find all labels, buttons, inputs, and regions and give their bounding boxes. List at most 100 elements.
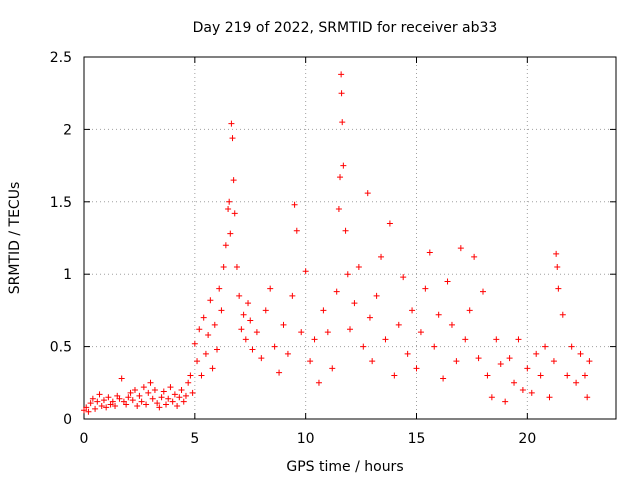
data-point: [431, 343, 438, 350]
data-point: [96, 391, 103, 398]
data-point: [337, 174, 344, 181]
data-point: [344, 271, 351, 278]
chart-title: Day 219 of 2022, SRMTID for receiver ab3…: [193, 20, 498, 36]
data-point: [280, 321, 287, 328]
data-point: [400, 274, 407, 281]
data-point: [116, 395, 123, 402]
data-point: [364, 190, 371, 197]
data-point: [524, 365, 531, 372]
data-point: [83, 404, 90, 411]
y-tick-label: 1: [63, 267, 72, 283]
data-point: [488, 394, 495, 401]
data-point: [105, 394, 112, 401]
data-point: [502, 398, 509, 405]
data-point: [249, 346, 256, 353]
data-point: [123, 401, 130, 408]
data-point: [515, 336, 522, 343]
data-point: [307, 358, 314, 365]
data-point: [109, 398, 116, 405]
data-point: [245, 300, 252, 307]
data-point: [229, 135, 236, 142]
data-point: [471, 253, 478, 260]
data-point: [546, 394, 553, 401]
data-point: [276, 369, 283, 376]
data-point: [134, 402, 141, 409]
data-point: [404, 350, 411, 357]
data-point: [480, 288, 486, 295]
data-point: [189, 389, 196, 396]
data-point: [324, 329, 331, 336]
data-point: [118, 375, 125, 382]
data-point: [143, 401, 150, 408]
data-point: [340, 162, 347, 169]
data-point: [369, 358, 376, 365]
data-point: [366, 314, 373, 321]
data-point: [586, 358, 593, 365]
data-point: [171, 391, 178, 398]
data-point: [131, 387, 138, 394]
data-point: [484, 372, 491, 379]
data-point: [338, 71, 345, 78]
data-point: [577, 350, 584, 357]
x-tick-label: 15: [408, 431, 426, 447]
data-point: [191, 340, 198, 347]
data-point: [311, 336, 318, 343]
data-points: [81, 71, 593, 415]
data-point: [444, 278, 451, 285]
data-point: [568, 343, 575, 350]
x-axis-label: GPS time / hours: [286, 459, 403, 475]
data-point: [220, 263, 227, 270]
data-point: [200, 314, 207, 321]
data-point: [320, 307, 327, 314]
data-point: [187, 372, 194, 379]
data-point: [537, 372, 544, 379]
data-point: [231, 210, 238, 217]
x-tick-label: 10: [297, 431, 315, 447]
data-point: [355, 263, 362, 270]
data-point: [506, 355, 513, 362]
data-point: [253, 329, 260, 336]
y-tick-label: 2.5: [50, 50, 72, 66]
data-point: [136, 392, 143, 399]
data-point: [342, 227, 349, 234]
data-point: [417, 329, 424, 336]
plot-frame: [83, 56, 617, 420]
data-point: [422, 285, 429, 292]
data-point: [291, 201, 298, 208]
data-point: [94, 398, 101, 405]
data-point: [554, 263, 561, 270]
data-point: [125, 394, 132, 401]
data-point: [333, 288, 340, 295]
x-tick-label: 20: [518, 431, 536, 447]
data-point: [196, 326, 203, 333]
data-point: [462, 336, 469, 343]
data-point: [351, 300, 358, 307]
data-point: [448, 321, 455, 328]
data-point: [493, 336, 500, 343]
data-point: [360, 343, 367, 350]
data-point: [226, 198, 233, 205]
data-point: [98, 402, 105, 409]
data-point: [298, 329, 305, 336]
data-point: [92, 405, 99, 412]
data-point: [247, 317, 254, 324]
data-point: [347, 326, 353, 333]
data-point: [163, 401, 170, 408]
data-point: [103, 404, 110, 411]
x-tick-label: 0: [80, 431, 89, 447]
data-point: [511, 379, 518, 386]
data-point: [329, 365, 336, 372]
data-point: [182, 392, 189, 399]
data-point: [127, 389, 134, 396]
data-point: [284, 350, 291, 357]
data-point: [267, 285, 274, 292]
data-point: [129, 397, 136, 404]
data-point: [207, 297, 214, 304]
data-point: [238, 326, 245, 333]
data-point: [112, 402, 119, 409]
data-point: [519, 387, 526, 394]
y-tick-label: 0: [63, 412, 72, 428]
data-point: [391, 372, 398, 379]
data-point: [550, 358, 557, 365]
